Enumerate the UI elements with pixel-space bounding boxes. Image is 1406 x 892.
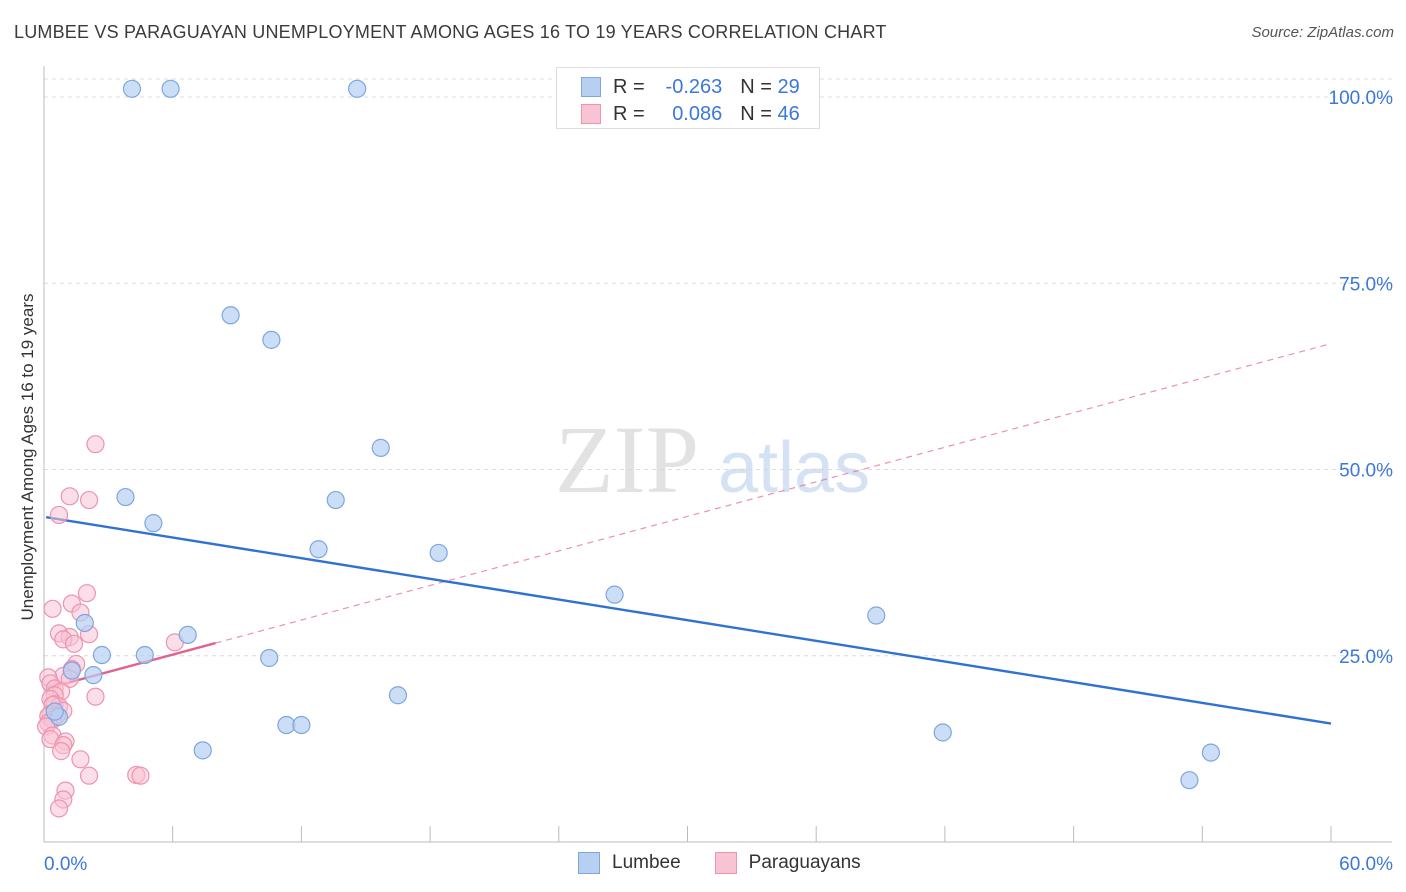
legend-row-lumbee: R = -0.263 N = 29 xyxy=(581,74,800,100)
lumbee-point xyxy=(178,625,197,644)
paraguayan-point xyxy=(79,490,99,510)
lumbee-point xyxy=(348,79,367,98)
data-points xyxy=(37,79,1220,818)
lumbee-point xyxy=(221,306,240,325)
lumbee-swatch xyxy=(581,77,601,97)
paraguayan-point xyxy=(43,599,62,618)
lumbee-r-label: R = xyxy=(613,75,651,98)
paraguayan-point xyxy=(60,487,79,506)
y-tick-label: 25.0% xyxy=(1339,647,1393,668)
paraguayan-r-label: R = xyxy=(613,102,651,125)
x-tick-label: 60.0% xyxy=(1339,854,1393,875)
paraguayan-r-value: 0.086 xyxy=(672,102,723,125)
lumbee-point xyxy=(326,490,345,510)
paraguayan-point xyxy=(52,742,71,761)
x-tick-label: 0.0% xyxy=(44,854,87,875)
lumbee-point xyxy=(45,702,64,721)
lumbee-point xyxy=(388,686,408,705)
chart-title: LUMBEE VS PARAGUAYAN UNEMPLOYMENT AMONG … xyxy=(14,22,887,42)
lumbee-point xyxy=(116,487,135,507)
lumbee-point xyxy=(867,606,886,625)
paraguayan-point xyxy=(49,799,69,818)
y-axis-label: Unemployment Among Ages 16 to 19 years xyxy=(18,293,37,621)
y-tick-label: 100.0% xyxy=(1329,88,1394,109)
lumbee-point xyxy=(144,514,163,533)
paraguayan-legend-swatch xyxy=(714,852,737,874)
lumbee-point xyxy=(605,585,624,604)
stats-legend: R = -0.263 N = 29 R = 0.086 N = 46 xyxy=(556,67,820,129)
y-tick-label: 75.0% xyxy=(1339,274,1393,295)
source-label: Source: ZipAtlas.com xyxy=(1251,24,1394,41)
lumbee-point xyxy=(122,79,142,98)
paraguayan-n-label: N = xyxy=(740,102,778,125)
paraguayan-swatch xyxy=(581,104,601,124)
trend-lines xyxy=(45,343,1332,725)
lumbee-point xyxy=(371,438,390,457)
lumbee-legend-swatch xyxy=(578,852,600,874)
lumbee-point xyxy=(161,79,180,98)
lumbee-point xyxy=(292,715,311,735)
watermark-zip: ZIP xyxy=(555,406,699,513)
y-tick-label: 50.0% xyxy=(1339,461,1393,482)
paraguayan-point xyxy=(131,766,150,785)
lumbee-r-value: -0.263 xyxy=(665,75,723,98)
lumbee-n-label: N = xyxy=(740,75,778,98)
lumbee-point xyxy=(135,645,154,665)
grid-lines xyxy=(44,78,1392,657)
lumbee-point xyxy=(75,613,94,633)
lumbee-legend-label: Lumbee xyxy=(612,852,681,873)
paraguayan-point xyxy=(64,634,84,653)
lumbee-point xyxy=(429,543,448,563)
paraguayan-point xyxy=(86,435,105,454)
legend-item-paraguayan: Paraguayans xyxy=(714,852,861,874)
paraguayan-point xyxy=(49,505,69,525)
tick-labels: 25.0% 50.0% 75.0% 100.0% 0.0% 60.0% xyxy=(44,88,1393,875)
lumbee-n-value: 29 xyxy=(777,75,800,98)
lumbee-point xyxy=(262,330,281,349)
lumbee-point xyxy=(933,723,952,742)
paraguayan-point xyxy=(79,766,99,785)
legend-row-paraguayan: R = 0.086 N = 46 xyxy=(581,101,800,127)
lumbee-trend-line xyxy=(45,515,1332,725)
lumbee-point xyxy=(92,645,112,665)
paraguayan-legend-label: Paraguayans xyxy=(748,852,861,873)
lumbee-point xyxy=(193,741,212,760)
lumbee-point xyxy=(62,661,81,680)
lumbee-point xyxy=(260,648,279,668)
lumbee-point xyxy=(1201,743,1220,762)
watermark-atlas: atlas xyxy=(718,428,870,508)
lumbee-point xyxy=(309,540,328,559)
watermark: ZIP atlas xyxy=(555,406,870,513)
lumbee-point xyxy=(84,666,103,685)
paraguayan-point xyxy=(71,750,90,769)
paraguayan-trend-dashed xyxy=(215,343,1332,644)
paraguayan-point xyxy=(86,687,105,706)
series-legend: Lumbee Paraguayans xyxy=(578,852,895,874)
legend-item-lumbee: Lumbee xyxy=(578,852,681,874)
lumbee-point xyxy=(1180,771,1199,790)
paraguayan-point xyxy=(77,584,97,603)
paraguayan-n-value: 46 xyxy=(777,102,800,125)
